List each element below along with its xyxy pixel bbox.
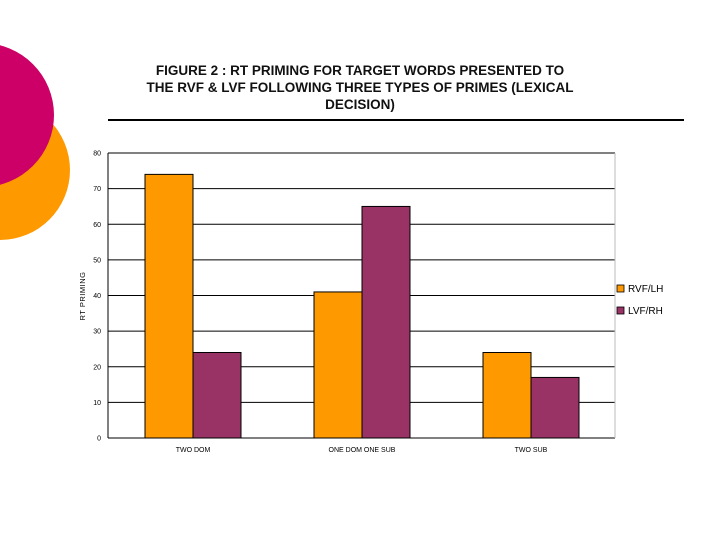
magenta-circle	[0, 45, 54, 185]
y-tick-label: 50	[93, 257, 101, 264]
legend-label: LVF/RH	[628, 306, 663, 317]
category-label: TWO SUB	[515, 447, 548, 454]
y-tick-label: 60	[93, 222, 101, 229]
category-label: ONE DOM ONE SUB	[329, 447, 396, 454]
chart-title: FIGURE 2 : RT PRIMING FOR TARGET WORDS P…	[110, 62, 610, 113]
y-tick-label: 40	[93, 293, 101, 300]
y-tick-label: 20	[93, 364, 101, 371]
title-line: FIGURE 2 : RT PRIMING FOR TARGET WORDS P…	[155, 63, 565, 78]
bar-lvf-rh-2	[361, 205, 411, 439]
y-tick-label: 10	[93, 400, 101, 407]
bars	[144, 173, 580, 439]
legend-swatch	[616, 284, 625, 293]
y-tick-label: 80	[93, 151, 101, 158]
y-tick-labels: 0 10 20 30 40 50 60 70 80	[93, 151, 101, 443]
category-label: TWO DOM	[176, 447, 211, 454]
legend: RVF/LH LVF/RH	[616, 284, 663, 317]
bar-rvf-lh-1	[144, 173, 194, 439]
title-line: THE RVF & LVF FOLLOWING THREE TYPES OF P…	[146, 80, 574, 95]
y-tick-label: 70	[93, 186, 101, 193]
title-line: DECISION)	[325, 97, 395, 112]
y-axis-label: RT PRIMING	[78, 272, 87, 321]
y-tick-label: 30	[93, 329, 101, 336]
category-labels: TWO DOM ONE DOM ONE SUB TWO SUB	[176, 447, 548, 454]
bar-rvf-lh-2	[313, 291, 363, 439]
legend-swatch	[616, 306, 625, 315]
title-divider	[108, 119, 684, 121]
bar-lvf-rh-3	[530, 376, 580, 439]
legend-label: RVF/LH	[628, 284, 663, 295]
y-tick-label: 0	[97, 436, 101, 443]
bar-rvf-lh-3	[482, 352, 532, 439]
bar-lvf-rh-1	[192, 352, 242, 439]
